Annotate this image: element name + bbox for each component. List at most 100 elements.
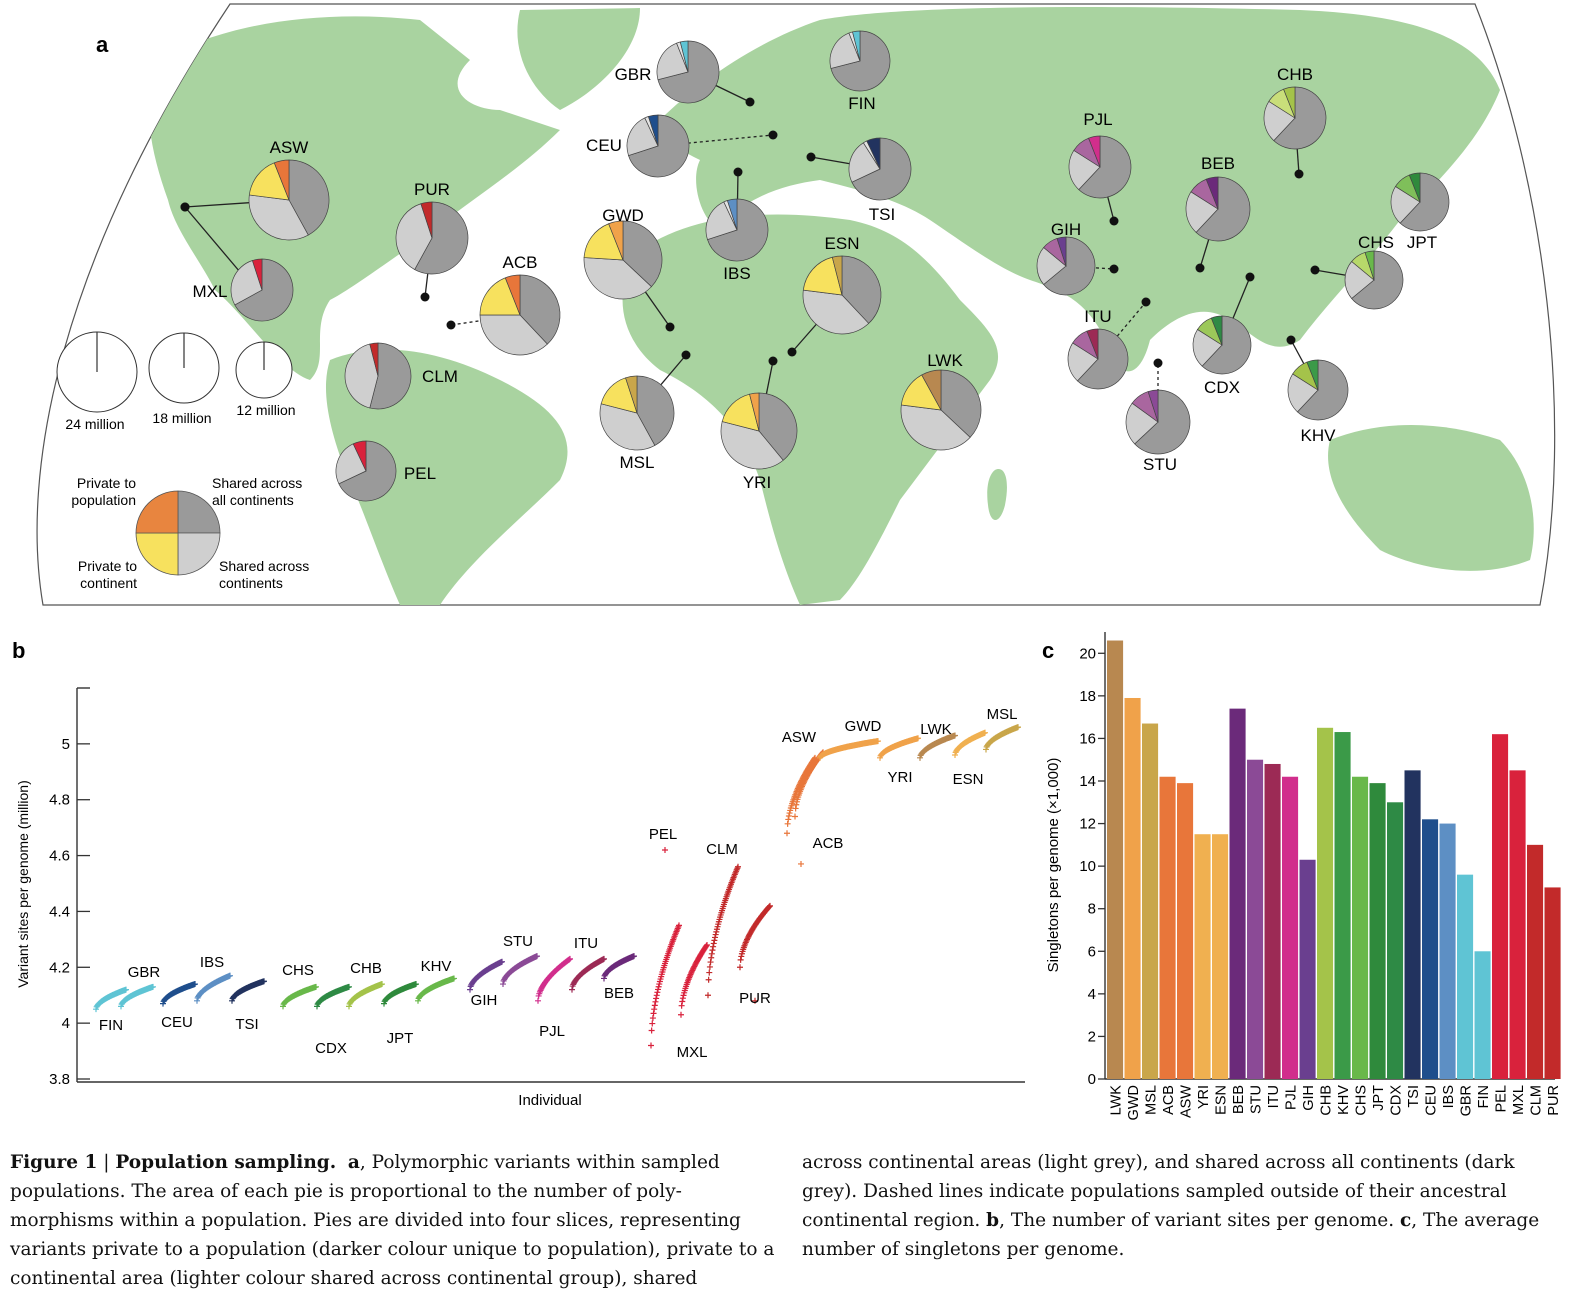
pie-slice-asw-3 <box>288 159 330 236</box>
b-tick-label: 3.8 <box>49 1071 70 1088</box>
b-tick-label: 4.8 <box>49 792 70 809</box>
location-dot-ibs <box>733 167 743 177</box>
b-point <box>786 810 793 817</box>
b-point <box>655 986 661 993</box>
pie-label-clm: CLM <box>422 367 458 386</box>
b-outlier <box>798 860 804 867</box>
pie-label-gih: GIH <box>1051 220 1081 239</box>
b-point <box>792 805 799 812</box>
location-dot-mxl <box>180 202 190 212</box>
legend-private-pop-line1: Private to <box>77 475 136 491</box>
pie-slice-acb-1 <box>479 277 521 316</box>
pie-ceu: CEU <box>586 114 690 178</box>
caption-b: b <box>986 1210 1000 1231</box>
b-series-beb <box>601 953 637 982</box>
pie-label-lwk: LWK <box>927 351 963 370</box>
b-series-msl <box>983 724 1021 753</box>
legend-shared-cont-line1: Shared across <box>219 558 309 574</box>
caption-a: a <box>347 1152 360 1173</box>
australia-land <box>1328 425 1534 571</box>
pie-mxl: MXL <box>193 258 294 322</box>
caption-c: c <box>1400 1210 1412 1231</box>
b-point <box>679 998 686 1005</box>
b-point <box>711 937 718 944</box>
b-point <box>313 983 319 990</box>
pie-slice-clm-2 <box>344 343 379 409</box>
pie-stu: STU <box>1125 389 1191 474</box>
pie-label-asw: ASW <box>270 138 309 157</box>
b-point <box>451 975 457 982</box>
b-point <box>705 992 711 999</box>
pie-slice-gbr-2 <box>656 42 689 81</box>
b-series-itu <box>569 955 607 993</box>
pie-label-stu: STU <box>1143 455 1177 474</box>
b-point <box>712 934 719 941</box>
pie-slice-itu-0 <box>1086 328 1099 360</box>
b-point <box>653 995 660 1002</box>
pie-label-acb: ACB <box>503 253 538 272</box>
b-point <box>738 953 745 960</box>
b-point <box>648 1042 654 1049</box>
b-tick-label: 4.2 <box>49 959 70 976</box>
b-point <box>800 780 807 787</box>
b-point <box>800 779 807 786</box>
b-point <box>651 1006 658 1013</box>
b-point <box>785 816 792 823</box>
pie-fin: FIN <box>829 30 891 113</box>
b-point <box>707 959 714 966</box>
pie-ibs: IBS <box>705 198 769 283</box>
location-dot-msl <box>681 350 691 360</box>
pie-slice-ceu-3 <box>628 114 690 178</box>
legend-slice-shared-all <box>177 490 221 534</box>
pie-label-gbr: GBR <box>615 65 652 84</box>
pie-slice-asw-1 <box>248 162 290 201</box>
b-point <box>601 975 607 982</box>
b-point <box>735 863 741 870</box>
b-point <box>379 981 385 988</box>
b-series-pjl <box>535 955 573 1004</box>
b-point <box>678 1002 685 1009</box>
pie-slice-gwd-2 <box>583 257 652 300</box>
pie-slice-tsi-0 <box>866 137 881 170</box>
b-series-ceu <box>160 981 198 1007</box>
pie-label-beb: BEB <box>1201 154 1235 173</box>
b-point <box>952 732 958 739</box>
b-point <box>261 978 267 985</box>
pie-label-ceu: CEU <box>586 136 622 155</box>
b-point <box>653 992 660 999</box>
location-dot-pur <box>420 292 430 302</box>
pie-slice-asw-0 <box>273 159 290 201</box>
size-legend-label-24m: 24 million <box>65 416 124 432</box>
b-point <box>678 1011 684 1018</box>
b-series-gwd <box>817 738 881 761</box>
b-point <box>650 1010 657 1017</box>
pie-slice-gih-0 <box>1056 236 1067 267</box>
location-dot-stu <box>1153 358 1163 368</box>
pie-slice-mxl-3 <box>234 258 294 322</box>
b-point <box>651 1002 658 1009</box>
b-series-chb <box>346 981 385 1010</box>
pie-pel: PEL <box>335 440 436 502</box>
greenland-land <box>517 8 640 110</box>
b-series-tsi <box>229 978 267 1004</box>
pie-slice-jpt-2 <box>1390 185 1421 224</box>
pie-lwk: LWK <box>900 351 982 451</box>
b-series-stu <box>500 953 540 988</box>
pie-slice-stu-3 <box>1134 389 1191 455</box>
b-point <box>952 752 958 759</box>
pie-slice-chs-3 <box>1351 250 1404 310</box>
pie-gbr: GBR <box>615 40 720 104</box>
b-point-clouds <box>93 724 1021 1049</box>
pie-label-esn: ESN <box>825 234 860 253</box>
pie-slice-pel-3 <box>338 440 397 502</box>
pie-yri: YRI <box>720 392 798 492</box>
location-dot-acb <box>446 320 456 330</box>
pie-slice-pjl-2 <box>1068 149 1101 191</box>
location-dot-chb <box>1294 169 1304 179</box>
b-outlier <box>752 997 758 1004</box>
pie-slice-stu-0 <box>1147 389 1159 423</box>
pie-slice-esn-3 <box>841 255 882 324</box>
world-map-panel: a ASW MXL PUR ACB CLM PEL GBR FIN CEU TSI IBS GWD ES… <box>36 3 1556 606</box>
population-pies: ASW MXL PUR ACB CLM PEL GBR FIN CEU TSI IBS GWD ESN M… <box>193 30 1450 502</box>
b-series-lwk <box>917 732 958 761</box>
